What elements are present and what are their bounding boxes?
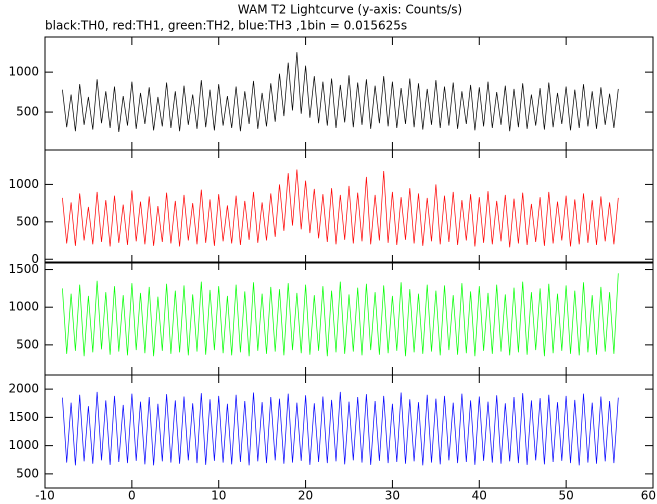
panel-frame bbox=[44, 261, 654, 376]
y-tick-label: 1000 bbox=[8, 177, 39, 191]
y-tick-label: 500 bbox=[16, 105, 39, 119]
y-tick-label: 1500 bbox=[8, 410, 39, 424]
x-tick-label: 10 bbox=[211, 489, 226, 503]
panel-frame bbox=[44, 374, 654, 489]
x-tick-label: -10 bbox=[35, 489, 55, 503]
y-tick-label: 1500 bbox=[8, 262, 39, 276]
panel-frame bbox=[44, 149, 654, 264]
y-tick-label: 500 bbox=[16, 337, 39, 351]
x-tick-label: 0 bbox=[128, 489, 136, 503]
y-tick-label: 2000 bbox=[8, 382, 39, 396]
light-curve bbox=[62, 52, 619, 133]
y-tick-label: 500 bbox=[16, 466, 39, 480]
x-tick-label: 30 bbox=[385, 489, 400, 503]
light-curve bbox=[62, 169, 619, 248]
x-tick-label: 20 bbox=[298, 489, 313, 503]
x-tick-label: 50 bbox=[559, 489, 574, 503]
x-tick-label: 60 bbox=[641, 489, 656, 503]
y-tick-label: 1000 bbox=[8, 438, 39, 452]
light-curve bbox=[62, 273, 619, 357]
panel-frame bbox=[44, 36, 654, 151]
x-tick-label: 40 bbox=[472, 489, 487, 503]
y-tick-label: 500 bbox=[16, 214, 39, 228]
chart-title: WAM T2 Lightcurve (y-axis: Counts/s) bbox=[238, 3, 462, 17]
y-tick-label: 1000 bbox=[8, 300, 39, 314]
y-tick-label: 1000 bbox=[8, 65, 39, 79]
light-curve bbox=[62, 391, 619, 466]
chart-subtitle: black:TH0, red:TH1, green:TH2, blue:TH3 … bbox=[45, 19, 407, 33]
y-tick-label: 0 bbox=[31, 252, 39, 266]
